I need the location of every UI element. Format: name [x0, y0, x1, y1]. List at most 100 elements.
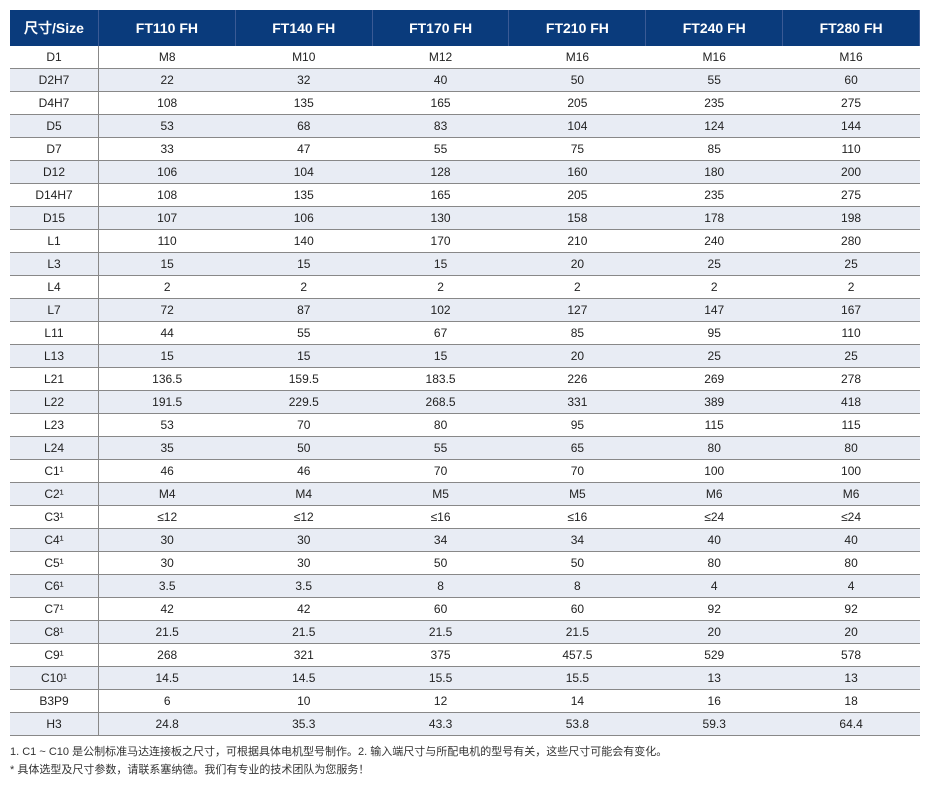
- cell-value: 183.5: [372, 368, 509, 391]
- cell-value: 15: [235, 253, 372, 276]
- cell-value: 331: [509, 391, 646, 414]
- footnotes: 1. C1 ~ C10 是公制标准马达连接板之尺寸，可根据具体电机型号制作。2.…: [10, 744, 920, 779]
- cell-value: 65: [509, 437, 646, 460]
- cell-value: 108: [99, 92, 236, 115]
- table-body: D1M8M10M12M16M16M16D2H7223240505560D4H71…: [10, 46, 920, 736]
- cell-value: 15: [99, 253, 236, 276]
- table-row: L4222222: [10, 276, 920, 299]
- cell-value: 191.5: [99, 391, 236, 414]
- cell-value: 321: [235, 644, 372, 667]
- cell-value: 30: [99, 529, 236, 552]
- cell-value: 102: [372, 299, 509, 322]
- cell-value: 3.5: [99, 575, 236, 598]
- cell-value: 159.5: [235, 368, 372, 391]
- cell-value: 87: [235, 299, 372, 322]
- cell-value: 2: [99, 276, 236, 299]
- cell-value: 46: [235, 460, 372, 483]
- table-row: C1¹46467070100100: [10, 460, 920, 483]
- cell-value: 47: [235, 138, 372, 161]
- cell-value: 20: [509, 345, 646, 368]
- cell-value: 205: [509, 184, 646, 207]
- row-label: L1: [10, 230, 99, 253]
- cell-value: 165: [372, 184, 509, 207]
- cell-value: 21.5: [235, 621, 372, 644]
- cell-value: 136.5: [99, 368, 236, 391]
- table-row: C5¹303050508080: [10, 552, 920, 575]
- table-row: H324.835.343.353.859.364.4: [10, 713, 920, 736]
- cell-value: 20: [509, 253, 646, 276]
- cell-value: 147: [646, 299, 783, 322]
- cell-value: 20: [646, 621, 783, 644]
- cell-value: 268: [99, 644, 236, 667]
- col-model: FT280 FH: [783, 10, 920, 46]
- row-label: D2H7: [10, 69, 99, 92]
- cell-value: 110: [783, 138, 920, 161]
- cell-value: 46: [99, 460, 236, 483]
- table-row: D12106104128160180200: [10, 161, 920, 184]
- cell-value: M6: [646, 483, 783, 506]
- cell-value: M4: [99, 483, 236, 506]
- row-label: C3¹: [10, 506, 99, 529]
- cell-value: 55: [646, 69, 783, 92]
- cell-value: 167: [783, 299, 920, 322]
- row-label: L22: [10, 391, 99, 414]
- cell-value: 60: [783, 69, 920, 92]
- cell-value: ≤16: [372, 506, 509, 529]
- cell-value: 4: [783, 575, 920, 598]
- cell-value: 210: [509, 230, 646, 253]
- cell-value: 3.5: [235, 575, 372, 598]
- row-label: L11: [10, 322, 99, 345]
- cell-value: 22: [99, 69, 236, 92]
- row-label: L24: [10, 437, 99, 460]
- cell-value: 106: [235, 207, 372, 230]
- row-label: C2¹: [10, 483, 99, 506]
- cell-value: 21.5: [509, 621, 646, 644]
- spec-table: 尺寸/SizeFT110 FHFT140 FHFT170 FHFT210 FHF…: [10, 10, 920, 736]
- table-row: C8¹21.521.521.521.52020: [10, 621, 920, 644]
- table-row: D1M8M10M12M16M16M16: [10, 46, 920, 69]
- cell-value: 280: [783, 230, 920, 253]
- cell-value: ≤24: [783, 506, 920, 529]
- row-label: C5¹: [10, 552, 99, 575]
- cell-value: 10: [235, 690, 372, 713]
- table-row: D4H7108135165205235275: [10, 92, 920, 115]
- cell-value: 55: [372, 138, 509, 161]
- cell-value: 44: [99, 322, 236, 345]
- cell-value: 200: [783, 161, 920, 184]
- cell-value: 80: [372, 414, 509, 437]
- cell-value: 529: [646, 644, 783, 667]
- cell-value: 235: [646, 92, 783, 115]
- cell-value: 30: [235, 552, 372, 575]
- row-label: D5: [10, 115, 99, 138]
- cell-value: 55: [235, 322, 372, 345]
- cell-value: 30: [99, 552, 236, 575]
- cell-value: 106: [99, 161, 236, 184]
- cell-value: 205: [509, 92, 646, 115]
- cell-value: 15.5: [372, 667, 509, 690]
- row-label: D14H7: [10, 184, 99, 207]
- cell-value: 2: [372, 276, 509, 299]
- cell-value: 42: [99, 598, 236, 621]
- cell-value: ≤12: [235, 506, 372, 529]
- cell-value: 13: [646, 667, 783, 690]
- row-label: C7¹: [10, 598, 99, 621]
- footnote-2: * 具体选型及尺寸参数，请联系塞纳德。我们有专业的技术团队为您服务！: [10, 762, 920, 780]
- footnote-1: 1. C1 ~ C10 是公制标准马达连接板之尺寸，可根据具体电机型号制作。2.…: [10, 744, 920, 762]
- row-label: D12: [10, 161, 99, 184]
- row-label: C4¹: [10, 529, 99, 552]
- row-label: B3P9: [10, 690, 99, 713]
- cell-value: 60: [372, 598, 509, 621]
- cell-value: 128: [372, 161, 509, 184]
- cell-value: 6: [99, 690, 236, 713]
- cell-value: 21.5: [372, 621, 509, 644]
- cell-value: 80: [783, 437, 920, 460]
- cell-value: 25: [783, 253, 920, 276]
- cell-value: 70: [235, 414, 372, 437]
- cell-value: 34: [509, 529, 646, 552]
- cell-value: 72: [99, 299, 236, 322]
- cell-value: M10: [235, 46, 372, 69]
- cell-value: M8: [99, 46, 236, 69]
- cell-value: 40: [646, 529, 783, 552]
- cell-value: 108: [99, 184, 236, 207]
- cell-value: 50: [372, 552, 509, 575]
